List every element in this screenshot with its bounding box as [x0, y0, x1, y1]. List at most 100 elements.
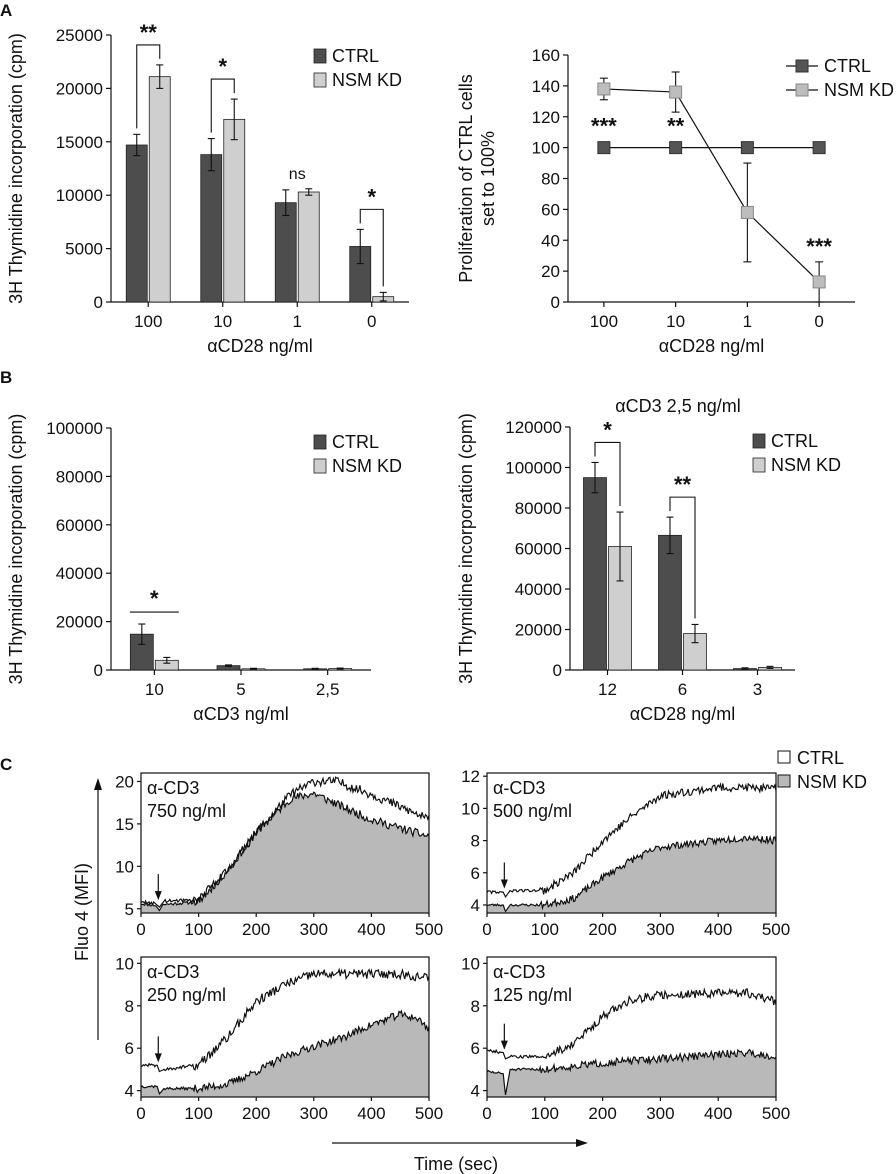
y-tick-label: 20 — [115, 772, 134, 791]
x-tick-label: 300 — [300, 1104, 328, 1123]
x-tick-label: 100 — [531, 920, 559, 939]
legend-label-nsm: NSM KD — [797, 772, 867, 792]
marker-nsm-kd — [812, 275, 826, 289]
y-tick-label: 6 — [471, 1039, 480, 1058]
y-tick-label: 5000 — [65, 240, 103, 259]
y-tick-label: 6 — [125, 1039, 134, 1058]
legend-swatch-ctrl — [752, 433, 766, 449]
x-tick-label: 500 — [415, 920, 443, 939]
legend-swatch-ctrl — [313, 48, 327, 64]
stimulus-arrow-head — [154, 1053, 162, 1063]
marker-ctrl — [669, 141, 683, 155]
significance-bracket — [594, 441, 621, 507]
x-tick-label: 400 — [704, 920, 732, 939]
y-tick-label: 40000 — [515, 580, 562, 599]
x-tick-label: 0 — [814, 312, 823, 331]
chart-c4: 0 100 200 300 400 500 4 6 8 10 α-CD3 125 ng/ml — [461, 954, 790, 1123]
chart-c2: 0 100 200 300 400 500 4 6 8 10 12 α-CD3 500 ng/ml — [461, 767, 790, 939]
bar-ctrl — [200, 154, 223, 303]
x-tick-label: 1 — [293, 312, 302, 331]
y-tick-label: 4 — [125, 1082, 134, 1101]
bar-nsm-kd — [297, 191, 320, 303]
y-tick-label: 20000 — [56, 613, 103, 632]
condition-label: α-CD3 — [147, 962, 199, 982]
plot-frame — [140, 956, 430, 1098]
y-tick-label: 20000 — [515, 621, 562, 640]
x-tick-label: 400 — [357, 920, 385, 939]
panel-c-ylabel: Fluo 4 (MFI) — [72, 863, 92, 961]
legend-swatch-nsm — [777, 774, 791, 788]
significance-label: * — [603, 417, 612, 442]
legend-swatch-nsm — [795, 83, 809, 97]
marker-ctrl — [812, 141, 826, 155]
condition-label: α-CD3 — [493, 778, 545, 798]
x-tick-label: 200 — [588, 1104, 616, 1123]
legend-label-ctrl: CTRL — [332, 46, 379, 66]
x-tick-label: 0 — [136, 1104, 145, 1123]
x-tick-label: 100 — [531, 1104, 559, 1123]
legend-swatch-ctrl — [313, 434, 327, 450]
y-tick-label: 0 — [94, 293, 103, 312]
legend-swatch-nsm — [752, 457, 766, 473]
panel-label-a: A — [0, 1, 12, 20]
x-tick-label: 10 — [213, 312, 232, 331]
bar-ctrl — [583, 477, 607, 671]
x-arrow-head — [576, 1139, 588, 1147]
x-tick-label: 500 — [762, 1104, 790, 1123]
x-tick-label: 0 — [367, 312, 376, 331]
panel-label-c: C — [0, 755, 12, 774]
y-tick-label: 10 — [115, 857, 134, 876]
condition-label: 250 ng/ml — [147, 985, 226, 1005]
y-tick-label: 6 — [471, 864, 480, 883]
trace-nsm-kd — [486, 834, 777, 913]
marker-nsm-kd — [669, 85, 683, 99]
line-nsm-kd — [603, 88, 820, 283]
trace-ctrl — [140, 776, 430, 908]
y-axis-label: Proliferation of CTRL cells set to 100% — [456, 74, 498, 282]
y-axis-label-line: Proliferation of CTRL cells — [456, 74, 476, 282]
y-tick-label: 10000 — [56, 186, 103, 205]
y-tick-label: 25000 — [56, 26, 103, 45]
y-tick-label: 80000 — [515, 499, 562, 518]
y-tick-label: 4 — [471, 1082, 480, 1101]
x-tick-label: 500 — [762, 920, 790, 939]
significance-bracket — [136, 44, 161, 129]
y-tick-label: 80 — [541, 170, 560, 189]
chart-title: αCD3 2,5 ng/ml — [615, 396, 740, 416]
x-tick-label: 200 — [242, 1104, 270, 1123]
marker-nsm-kd — [597, 82, 611, 96]
x-tick-label: 5 — [236, 680, 245, 699]
y-tick-label: 80000 — [56, 467, 103, 486]
significance-label: ** — [140, 20, 158, 45]
trace-nsm-kd — [486, 1048, 777, 1096]
x-axis-label: αCD28 ng/ml — [630, 704, 735, 724]
y-tick-label: 8 — [471, 832, 480, 851]
trace-nsm-kd — [140, 1009, 430, 1095]
legend-label-nsm: NSM KD — [824, 80, 894, 100]
stimulus-arrow-head — [154, 891, 162, 901]
x-tick-label: 400 — [357, 1104, 385, 1123]
x-tick-label: 200 — [588, 920, 616, 939]
legend-swatch-nsm — [313, 458, 327, 474]
bar-ctrl — [274, 202, 297, 303]
significance-label: * — [218, 54, 227, 79]
significance-label: * — [367, 184, 376, 209]
bar-ctrl — [125, 144, 148, 303]
x-tick-label: 100 — [184, 1104, 212, 1123]
x-tick-label: 0 — [482, 1104, 491, 1123]
x-tick-label: 0 — [136, 920, 145, 939]
y-tick-label: 40 — [541, 231, 560, 250]
y-arrow-head — [94, 778, 102, 790]
y-axis-label-line: set to 100% — [478, 131, 498, 226]
marker-ctrl — [597, 141, 611, 155]
significance-label: ns — [289, 166, 306, 183]
x-tick-label: 400 — [704, 1104, 732, 1123]
y-tick-label: 8 — [125, 997, 134, 1016]
y-tick-label: 15 — [115, 815, 134, 834]
x-axis-label: αCD28 ng/ml — [207, 336, 312, 356]
bar-nsm-kd — [223, 118, 246, 303]
y-tick-label: 140 — [532, 77, 560, 96]
